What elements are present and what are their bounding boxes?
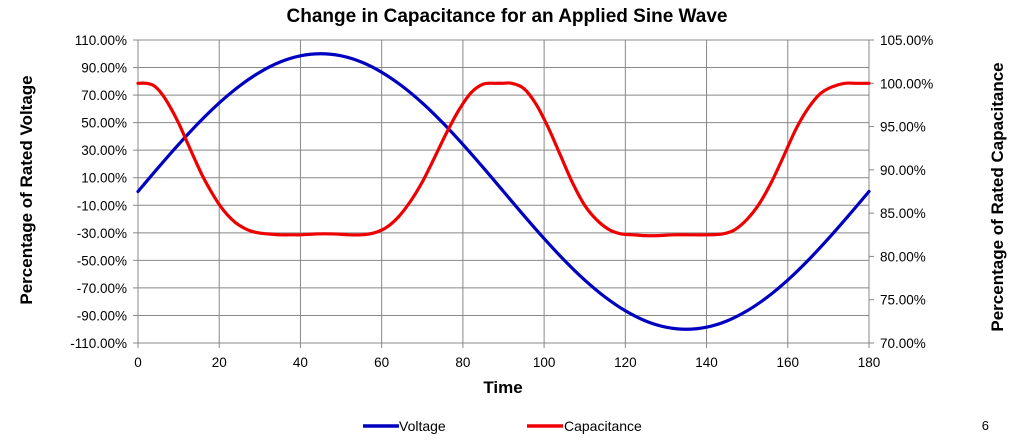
x-tick-label: 60 — [374, 355, 389, 370]
legend-label-voltage: Voltage — [399, 418, 446, 434]
series-line-voltage — [136, 52, 871, 331]
y2-tick-label: 75.00% — [880, 293, 926, 308]
x-tick-label: 0 — [134, 355, 142, 370]
y-tick-label: 30.00% — [81, 143, 127, 158]
y2-tick-label: 100.00% — [880, 76, 933, 91]
y2-axis-title: Percentage of Rated Capacitance — [988, 62, 1007, 331]
y2-tick-label: 70.00% — [880, 336, 926, 351]
y-tick-label: -50.00% — [77, 253, 127, 268]
y-tick-label: -70.00% — [77, 281, 127, 296]
x-tick-label: 120 — [614, 355, 637, 370]
right-axis-ticks: 105.00% 100.00% 95.00% 90.00% 85.00% 80.00% 75… — [869, 33, 933, 351]
x-tick-label: 160 — [777, 355, 800, 370]
x-axis-ticks: 0 20 40 60 80 100 120 140 160 180 — [134, 343, 880, 370]
y2-tick-label: 105.00% — [880, 33, 933, 48]
x-axis-title: Time — [483, 378, 522, 397]
page-number: 6 — [981, 418, 989, 433]
series-line-capacitance — [136, 81, 871, 238]
y-tick-label: -10.00% — [77, 198, 127, 213]
y-tick-label: -30.00% — [77, 226, 127, 241]
legend-label-capacitance: Capacitance — [564, 418, 642, 434]
x-tick-label: 20 — [212, 355, 227, 370]
y-tick-label: 110.00% — [75, 33, 127, 48]
y-tick-label: -110.00% — [70, 336, 127, 351]
y-tick-label: 70.00% — [81, 88, 127, 103]
x-tick-label: 80 — [455, 355, 470, 370]
y-tick-label: 90.00% — [81, 61, 127, 76]
y-tick-label: -90.00% — [77, 308, 127, 323]
y2-tick-label: 80.00% — [880, 249, 926, 264]
y2-tick-label: 95.00% — [880, 120, 926, 135]
x-tick-label: 40 — [293, 355, 308, 370]
x-tick-label: 140 — [695, 355, 718, 370]
x-tick-label: 180 — [858, 355, 881, 370]
left-axis-ticks: 110.00% 90.00% 70.00% 50.00% 30.00% 10.00% -10… — [70, 33, 138, 351]
y2-tick-label: 85.00% — [880, 206, 926, 221]
series-layer — [136, 52, 871, 331]
y2-tick-label: 90.00% — [880, 163, 926, 178]
x-tick-label: 100 — [533, 355, 556, 370]
y-axis-title: Percentage of Rated Voltage — [17, 75, 36, 304]
chart-title: Change in Capacitance for an Applied Sin… — [287, 6, 728, 27]
legend: Voltage Capacitance — [363, 418, 642, 434]
y-tick-label: 10.00% — [81, 171, 127, 186]
y-tick-label: 50.00% — [81, 116, 127, 131]
